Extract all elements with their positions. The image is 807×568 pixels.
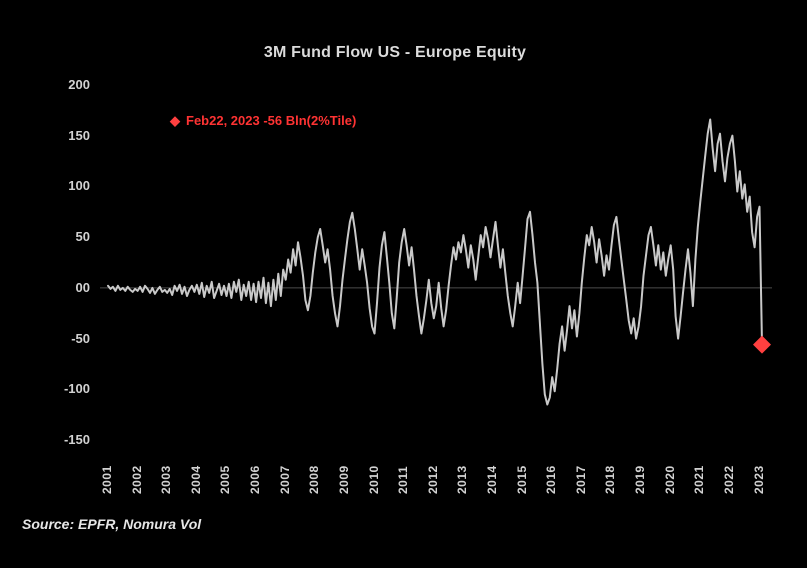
x-axis-tick-label: 2021 xyxy=(692,465,707,494)
x-axis-tick-label: 2015 xyxy=(514,465,529,494)
y-axis-tick-label: -150 xyxy=(63,432,90,447)
x-axis-tick-label: 2018 xyxy=(603,465,618,494)
chart-title: 3M Fund Flow US - Europe Equity xyxy=(263,44,527,61)
x-axis-tick-label: 2014 xyxy=(484,465,499,494)
x-axis-tick-label: 2005 xyxy=(218,465,233,494)
red-diamond-icon: ◆ xyxy=(170,113,180,128)
x-axis-tick-label: 2013 xyxy=(455,465,470,494)
x-axis-tick-label: 2022 xyxy=(721,465,736,494)
highlight-legend-label: Feb22, 2023 -56 Bln(2%Tile) xyxy=(186,113,357,128)
source-note: Source: EPFR, Nomura Vol xyxy=(22,516,202,532)
x-axis-tick-label: 2017 xyxy=(573,465,588,494)
y-axis-tick-label: -100 xyxy=(63,381,90,397)
x-axis-tick-label: 2023 xyxy=(751,465,766,494)
x-axis-tick-label: 2008 xyxy=(307,465,322,494)
x-axis-tick-label: 2010 xyxy=(366,465,381,494)
x-axis-tick-label: 2020 xyxy=(662,465,677,494)
y-axis-tick-label: 150 xyxy=(68,127,90,143)
x-axis-tick-label: 2009 xyxy=(336,465,351,494)
fund-flow-line xyxy=(107,118,763,406)
highlight-legend: ◆ Feb22, 2023 -56 Bln(2%Tile) xyxy=(170,113,356,128)
x-axis-tick-label: 2003 xyxy=(159,465,174,494)
y-axis-tick-label: -50 xyxy=(71,330,90,346)
x-axis-tick-label: 2016 xyxy=(544,465,559,494)
x-axis-tick-label: 2007 xyxy=(277,465,292,494)
y-axis-tick-label: 100 xyxy=(68,178,90,194)
x-axis-tick-label: 2001 xyxy=(100,465,114,494)
highlight-diamond-marker xyxy=(753,335,771,354)
x-axis-tick-label: 2002 xyxy=(129,465,144,494)
x-axis-tick-label: 2006 xyxy=(248,465,263,494)
x-axis-tick-label: 2012 xyxy=(425,465,440,494)
y-axis-tick-label: 50 xyxy=(75,229,90,245)
y-axis-tick-label: 200 xyxy=(68,77,90,92)
x-axis-tick-label: 2004 xyxy=(188,465,203,494)
y-axis-tick-label: 00 xyxy=(75,279,90,295)
x-axis-tick-label: 2011 xyxy=(396,465,411,494)
x-axis-tick-label: 2019 xyxy=(633,465,648,494)
